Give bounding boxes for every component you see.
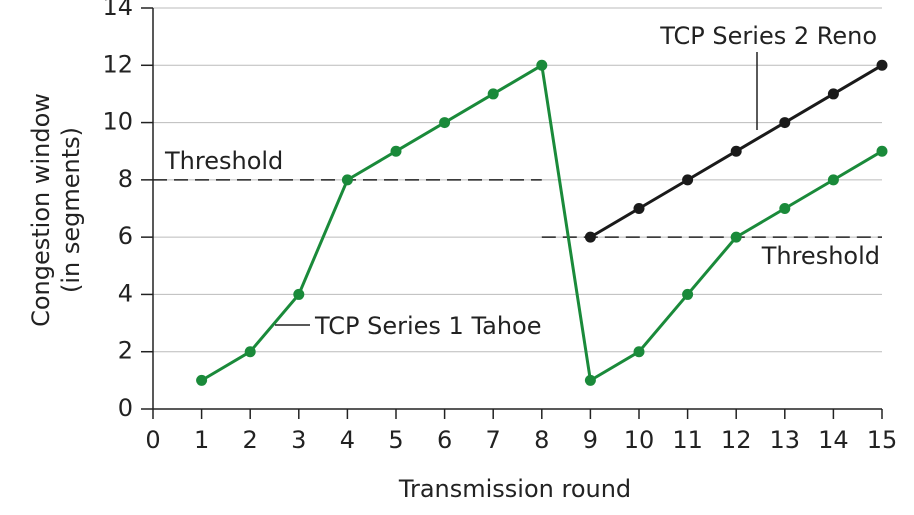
y-tick-label: 8 [118,165,133,193]
data-point [730,231,742,243]
x-tick-label: 15 [867,426,898,454]
x-tick-label: 9 [583,426,598,454]
threshold-label: Threshold [164,147,283,175]
x-tick-label: 5 [388,426,403,454]
x-tick-label: 3 [291,426,306,454]
y-axis-label: Congestion window [27,93,55,327]
data-point [682,288,694,300]
threshold-label: Threshold [761,242,880,270]
data-point [779,117,791,129]
y-tick-label: 2 [118,337,133,365]
data-point [244,346,256,358]
data-point [439,117,451,129]
y-tick-label: 10 [102,108,133,136]
y-tick-label: 12 [102,50,133,78]
data-point [341,174,353,186]
y-tick-label: 4 [118,279,133,307]
x-tick-label: 2 [243,426,258,454]
data-point [827,174,839,186]
y-tick-label: 6 [118,222,133,250]
x-tick-label: 11 [672,426,703,454]
x-tick-label: 4 [340,426,355,454]
series-label: TCP Series 2 Reno [659,22,877,50]
data-point [682,174,694,186]
x-tick-label: 1 [194,426,209,454]
data-point [730,145,742,157]
data-point [633,346,645,358]
x-tick-label: 8 [534,426,549,454]
y-axis-label: (in segments) [57,127,85,293]
series-label: TCP Series 1 Tahoe [314,312,542,340]
x-axis-label: Transmission round [398,475,631,503]
data-point [584,374,596,386]
x-tick-label: 0 [145,426,160,454]
data-point [827,88,839,100]
x-tick-label: 13 [770,426,801,454]
data-point [584,231,596,243]
x-tick-label: 12 [721,426,752,454]
y-tick-label: 0 [118,394,133,422]
data-point [876,59,888,71]
data-point [390,145,402,157]
data-point [487,88,499,100]
data-point [536,59,548,71]
x-tick-label: 7 [486,426,501,454]
x-tick-label: 6 [437,426,452,454]
y-tick-label: 14 [102,0,133,21]
data-point [633,203,645,214]
data-point [876,145,888,157]
data-point [196,374,208,386]
x-tick-label: 10 [624,426,655,454]
data-point [293,288,305,300]
series-line [200,62,883,383]
data-point [779,203,791,214]
x-tick-label: 14 [818,426,849,454]
